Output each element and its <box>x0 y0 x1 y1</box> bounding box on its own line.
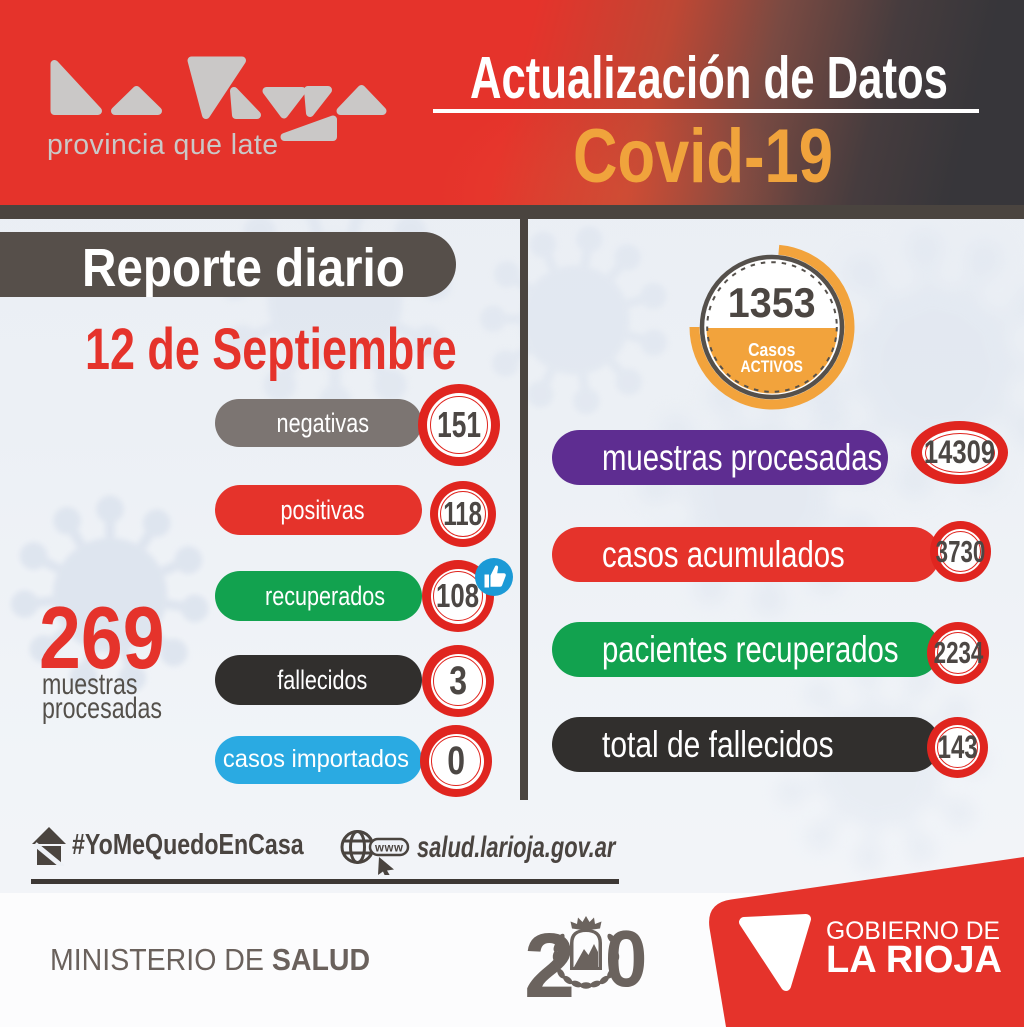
svg-text:www: www <box>374 843 403 855</box>
svg-text:LA RIOJA: LA RIOJA <box>826 939 1002 981</box>
svg-text:GOBIERNO DE: GOBIERNO DE <box>826 917 1000 945</box>
